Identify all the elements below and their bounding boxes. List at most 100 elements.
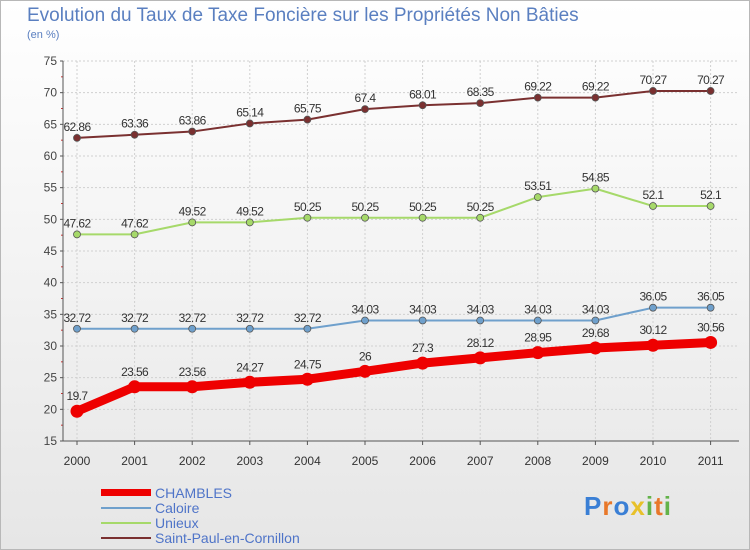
logo-letter: r — [602, 491, 614, 521]
legend-label: CHAMBLES — [155, 484, 233, 501]
y-tick-label: 70 — [44, 86, 58, 100]
data-label: 23.56 — [179, 365, 207, 379]
x-tick-label: 2002 — [179, 454, 206, 468]
data-point — [130, 130, 139, 139]
y-tick-label: 65 — [44, 117, 58, 131]
data-label: 24.75 — [294, 357, 322, 371]
legend-item: CHAMBLES — [101, 484, 300, 501]
data-label: 63.86 — [179, 114, 207, 128]
data-point — [188, 127, 197, 136]
data-point — [245, 119, 254, 128]
data-point — [591, 184, 600, 193]
logo-letter: o — [613, 491, 631, 521]
legend-label: Saint-Paul-en-Cornillon — [155, 529, 300, 546]
y-tick-label: 45 — [44, 244, 58, 258]
data-label: 52.1 — [643, 188, 665, 202]
data-label: 36.05 — [639, 290, 667, 304]
data-label: 68.01 — [409, 87, 437, 101]
data-label: 30.12 — [639, 323, 667, 337]
data-point — [130, 324, 139, 333]
legend-swatch — [101, 521, 151, 524]
data-point — [706, 303, 715, 312]
data-point — [418, 213, 427, 222]
data-point — [706, 202, 715, 210]
data-label: 32.72 — [236, 311, 264, 325]
data-point — [73, 230, 81, 239]
data-label: 47.62 — [121, 216, 149, 230]
data-label: 34.03 — [467, 302, 495, 316]
data-label: 54.85 — [582, 171, 610, 185]
x-tick-label: 2009 — [582, 454, 609, 468]
x-tick-label: 2004 — [294, 454, 321, 468]
data-label: 34.03 — [582, 302, 610, 316]
data-point — [588, 341, 602, 355]
data-label: 69.22 — [582, 80, 610, 94]
legend-label: Unieux — [155, 514, 199, 531]
data-point — [245, 324, 254, 333]
data-label: 30.56 — [697, 320, 725, 334]
data-label: 34.03 — [524, 302, 552, 316]
data-point — [476, 99, 485, 108]
data-point — [591, 316, 600, 325]
data-label: 50.25 — [409, 200, 437, 214]
y-tick-label: 40 — [44, 276, 58, 290]
logo-letter: i — [645, 491, 655, 521]
data-label: 32.72 — [63, 311, 91, 325]
y-tick-label: 25 — [44, 371, 58, 385]
legend-swatch — [101, 489, 151, 496]
y-tick-label: 50 — [44, 212, 58, 226]
data-label: 69.22 — [524, 80, 552, 94]
logo-letter: P — [584, 491, 603, 521]
data-point — [476, 213, 485, 222]
data-label: 70.27 — [697, 73, 725, 87]
logo-letter: x — [630, 491, 646, 521]
data-point — [649, 202, 657, 210]
data-point — [649, 87, 657, 95]
data-point — [303, 115, 312, 124]
chart-title: Evolution du Taux de Taxe Foncière sur l… — [27, 5, 579, 26]
data-point — [531, 346, 545, 360]
y-tick-label: 20 — [44, 402, 58, 416]
data-point — [361, 213, 369, 222]
y-tick-label: 15 — [44, 434, 58, 448]
legend-item: Saint-Paul-en-Cornillon — [101, 529, 300, 546]
data-label: 34.03 — [409, 302, 437, 316]
data-label: 32.72 — [179, 311, 207, 325]
logo-letter: i — [663, 491, 672, 521]
data-point — [245, 218, 254, 227]
data-point — [188, 324, 197, 333]
y-tick-label: 30 — [44, 339, 58, 353]
x-tick-label: 2001 — [121, 454, 148, 468]
x-tick-label: 2007 — [467, 454, 494, 468]
data-point — [704, 335, 718, 349]
data-label: 50.25 — [467, 200, 495, 214]
y-axis-unit-label: (en %) — [27, 29, 60, 41]
data-point — [416, 356, 430, 370]
legend-item: Unieux — [101, 514, 300, 531]
data-label: 49.52 — [236, 204, 264, 218]
data-label: 32.72 — [294, 311, 322, 325]
data-point — [473, 351, 487, 365]
x-tick-label: 2005 — [352, 454, 379, 468]
y-tick-label: 35 — [44, 307, 58, 321]
data-label: 36.05 — [697, 290, 725, 304]
data-point — [361, 105, 369, 114]
legend-label: Caloire — [155, 499, 200, 516]
data-label: 50.25 — [294, 200, 322, 214]
data-label: 28.12 — [467, 336, 495, 350]
proxiti-logo: Proxiti — [584, 491, 672, 522]
data-point — [303, 213, 312, 222]
y-tick-label: 60 — [44, 149, 58, 163]
x-tick-label: 2011 — [698, 454, 724, 468]
data-point — [533, 93, 542, 102]
data-label: 28.95 — [524, 331, 552, 345]
data-point — [476, 316, 485, 325]
data-point — [300, 372, 314, 386]
data-label: 32.72 — [121, 311, 149, 325]
data-point — [361, 316, 369, 325]
series-line-chambles — [72, 337, 716, 416]
data-point — [591, 93, 600, 102]
data-label: 26 — [359, 349, 372, 363]
data-label: 47.62 — [63, 216, 91, 230]
